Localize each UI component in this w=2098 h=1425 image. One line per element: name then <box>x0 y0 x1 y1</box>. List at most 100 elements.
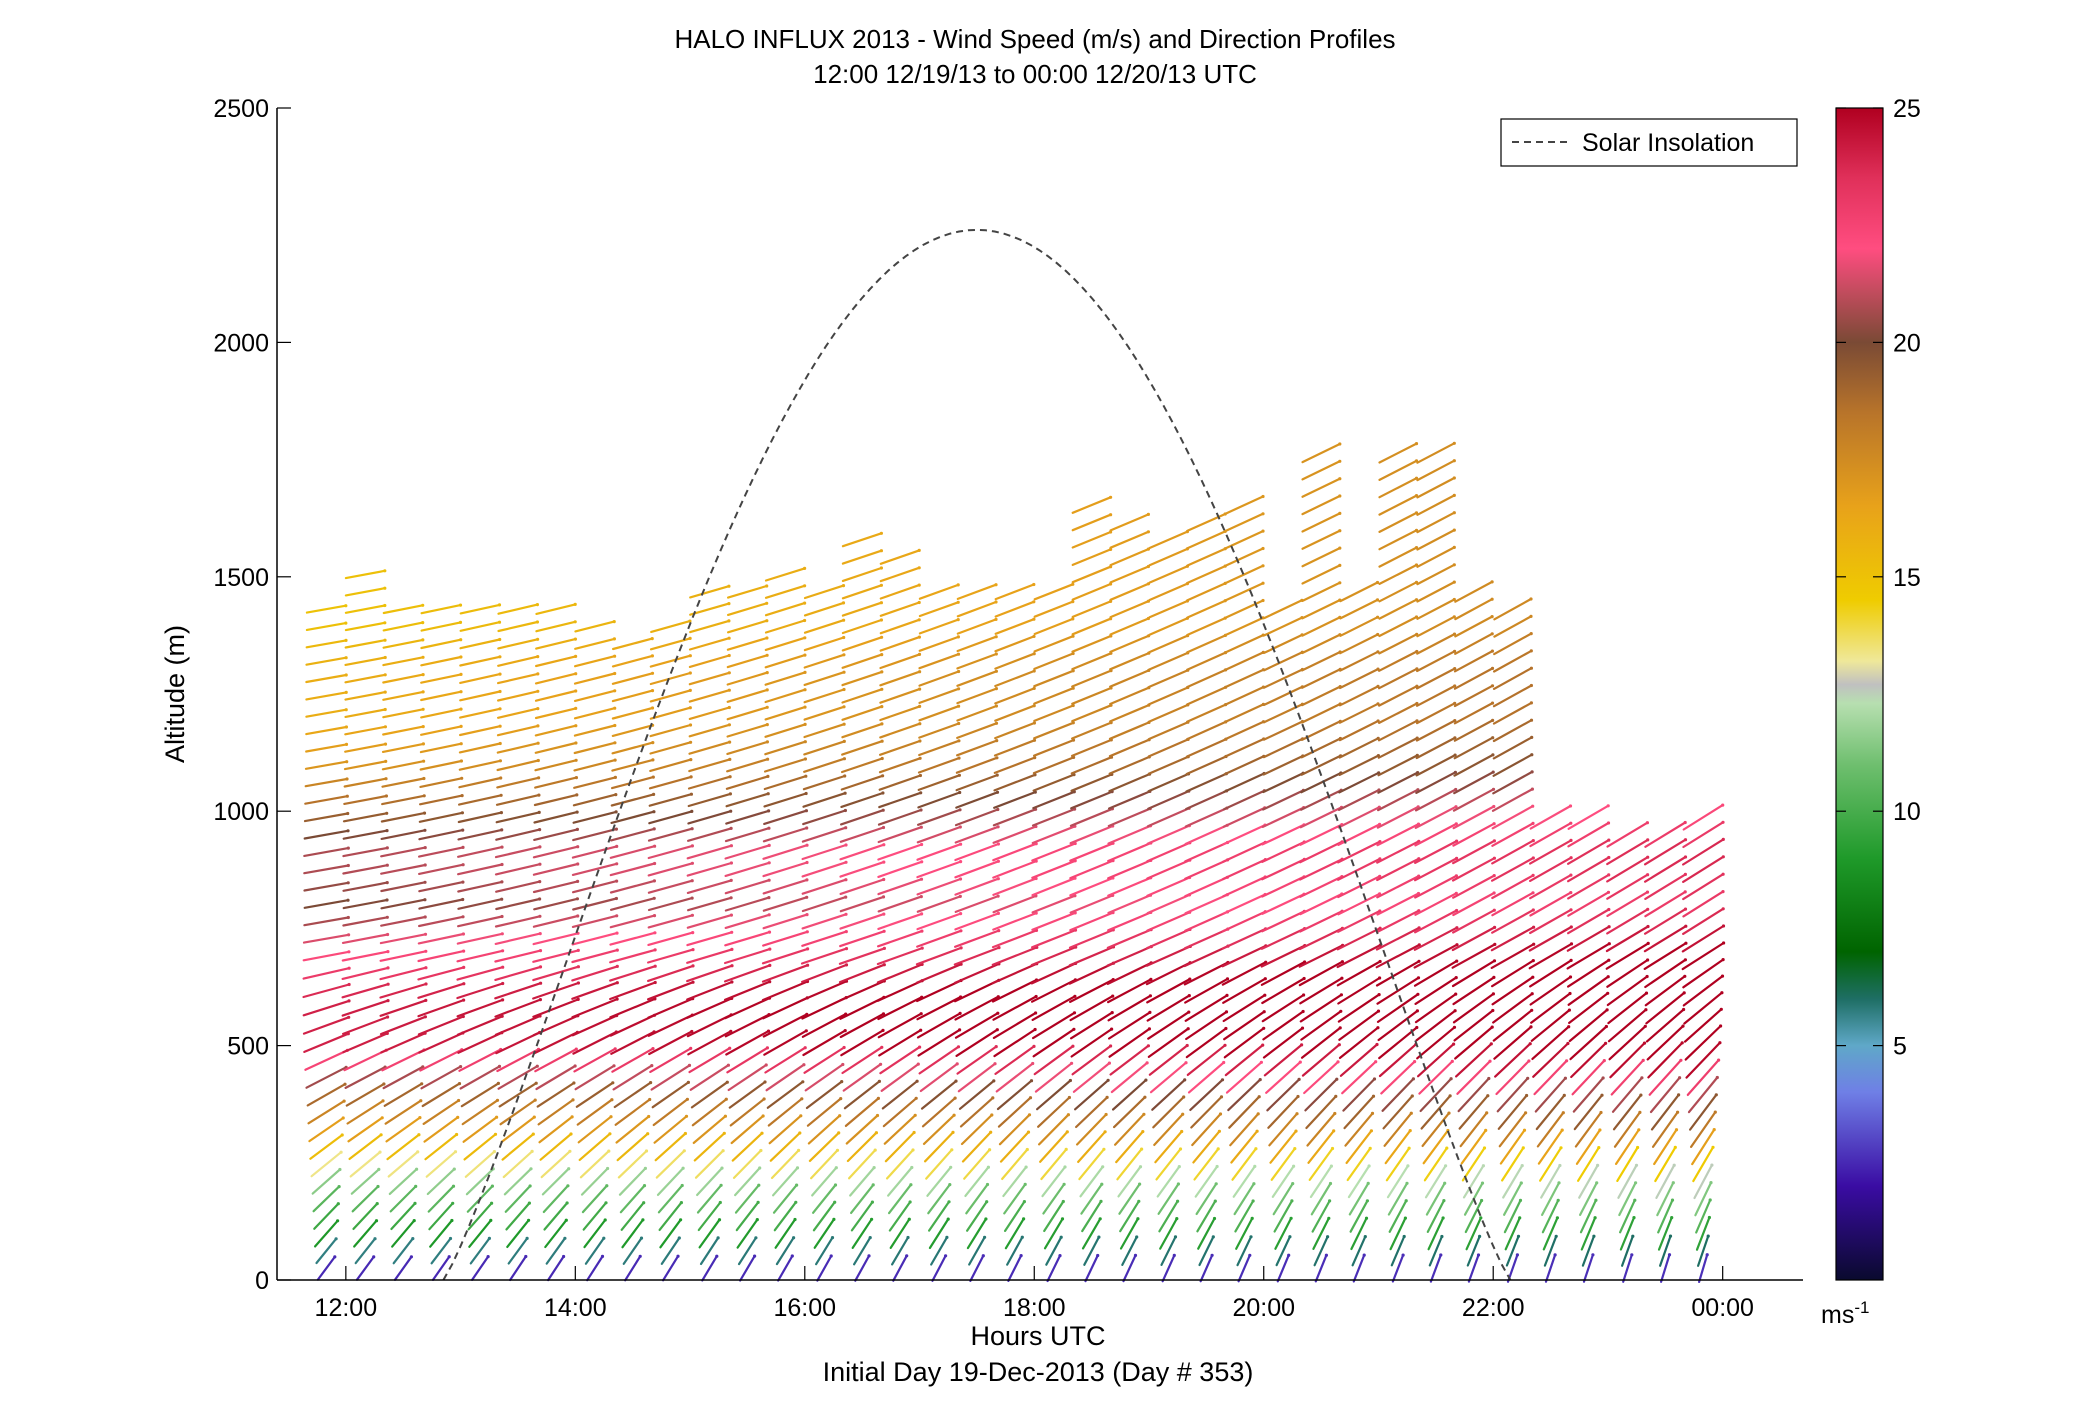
wind-barb-head <box>418 1116 422 1120</box>
wind-barb <box>1453 701 1494 725</box>
wind-barb-head <box>958 790 962 795</box>
wind-barb <box>1338 1009 1380 1041</box>
wind-barb <box>1452 976 1496 1006</box>
wind-barb-head <box>1416 976 1421 980</box>
wind-barb-head <box>956 635 961 639</box>
wind-barb <box>965 1200 988 1232</box>
wind-barb <box>571 914 618 929</box>
wind-barb <box>1112 1096 1147 1129</box>
wind-barb <box>459 655 501 667</box>
wind-barb-head <box>1531 804 1535 808</box>
wind-barb-head <box>797 1148 801 1152</box>
wind-barb-head <box>538 965 543 969</box>
wind-barb-head <box>800 1097 804 1101</box>
wind-barb <box>382 708 425 719</box>
wind-barb <box>1612 1093 1643 1131</box>
wind-barb-head <box>1453 649 1457 653</box>
wind-barb <box>992 808 1037 827</box>
wind-barb <box>497 638 539 650</box>
wind-barb <box>1115 1130 1144 1164</box>
wind-barb-head <box>767 843 771 848</box>
wind-barb <box>850 1200 874 1232</box>
wind-barb-head <box>451 1184 456 1188</box>
wind-barb-head <box>1606 890 1611 894</box>
wind-barb-head <box>804 1029 808 1033</box>
wind-barb <box>617 1149 648 1179</box>
wind-barb <box>1429 1253 1442 1283</box>
wind-barb-head <box>1721 924 1726 928</box>
wind-barb-head <box>415 1167 419 1171</box>
wind-barb <box>1658 1234 1672 1267</box>
wind-barb <box>695 1166 724 1197</box>
wind-barb <box>688 689 731 703</box>
wind-barb <box>877 1012 923 1039</box>
wind-barb <box>1106 978 1153 1004</box>
wind-barb-head <box>453 1150 458 1154</box>
wind-barb-head <box>1531 891 1535 895</box>
wind-barb <box>927 1183 951 1215</box>
wind-barb <box>960 1113 993 1146</box>
wind-barb <box>1465 1216 1482 1251</box>
wind-barb <box>382 1065 424 1090</box>
wind-barb-head <box>880 756 884 761</box>
wind-barb <box>1453 667 1494 690</box>
wind-barb-head <box>690 879 694 883</box>
wind-barb-head <box>834 1166 838 1170</box>
wind-barb <box>496 1048 540 1073</box>
wind-barb <box>768 1114 802 1145</box>
wind-barb <box>1528 959 1573 988</box>
wind-barb <box>955 791 999 809</box>
wind-barb-head <box>1417 959 1421 963</box>
wind-barb-head <box>1371 1094 1376 1098</box>
wind-barb <box>646 948 695 964</box>
wind-barb-head <box>1370 1111 1375 1115</box>
wind-barb <box>1491 805 1534 830</box>
wind-barb <box>1686 1058 1720 1097</box>
wind-barb <box>1187 1061 1225 1094</box>
wind-barb-head <box>383 690 387 694</box>
wind-barb <box>611 758 655 772</box>
wind-barb <box>571 981 619 1000</box>
wind-barb <box>686 827 733 842</box>
wind-barb-head <box>345 777 349 781</box>
wind-barb <box>571 997 619 1019</box>
wind-barb-head <box>459 742 463 746</box>
wind-barb-head <box>1224 1026 1228 1031</box>
wind-barb-head <box>451 1201 455 1205</box>
wind-barb <box>1415 736 1457 760</box>
wind-barb-head <box>486 1255 490 1259</box>
wind-barb <box>497 707 539 719</box>
wind-barb <box>966 1217 988 1250</box>
wind-barb <box>572 1030 618 1055</box>
wind-barb <box>955 1028 999 1058</box>
wind-barb-head <box>729 809 733 813</box>
wind-barb <box>841 549 883 565</box>
wind-barb-head <box>1188 977 1192 981</box>
wind-barb <box>1378 494 1418 516</box>
wind-barb <box>691 1098 728 1127</box>
wind-barb <box>1416 442 1456 464</box>
wind-barb <box>764 688 807 704</box>
wind-barb <box>686 931 733 947</box>
wind-barb-head <box>498 707 502 711</box>
wind-barb-head <box>1554 1234 1558 1238</box>
wind-barb <box>1415 667 1456 690</box>
wind-barb <box>657 1184 684 1214</box>
wind-barb <box>841 532 883 548</box>
wind-barb-head <box>1220 1078 1225 1082</box>
wind-barb <box>1493 597 1533 621</box>
wind-barb-head <box>1032 634 1036 639</box>
wind-barb <box>1032 790 1076 810</box>
wind-barb <box>1415 771 1457 795</box>
wind-barb <box>647 931 694 947</box>
wind-barb <box>497 672 539 685</box>
wind-barb-head <box>879 601 884 605</box>
wind-barb <box>994 687 1036 705</box>
wind-barb <box>963 1148 991 1180</box>
wind-barb-head <box>843 808 848 813</box>
wind-barb-head <box>806 947 810 951</box>
wind-barb-head <box>1215 1164 1219 1169</box>
wind-barb-head <box>1024 1165 1028 1169</box>
wind-barb <box>1377 1009 1419 1042</box>
wind-barb <box>1653 1128 1678 1166</box>
